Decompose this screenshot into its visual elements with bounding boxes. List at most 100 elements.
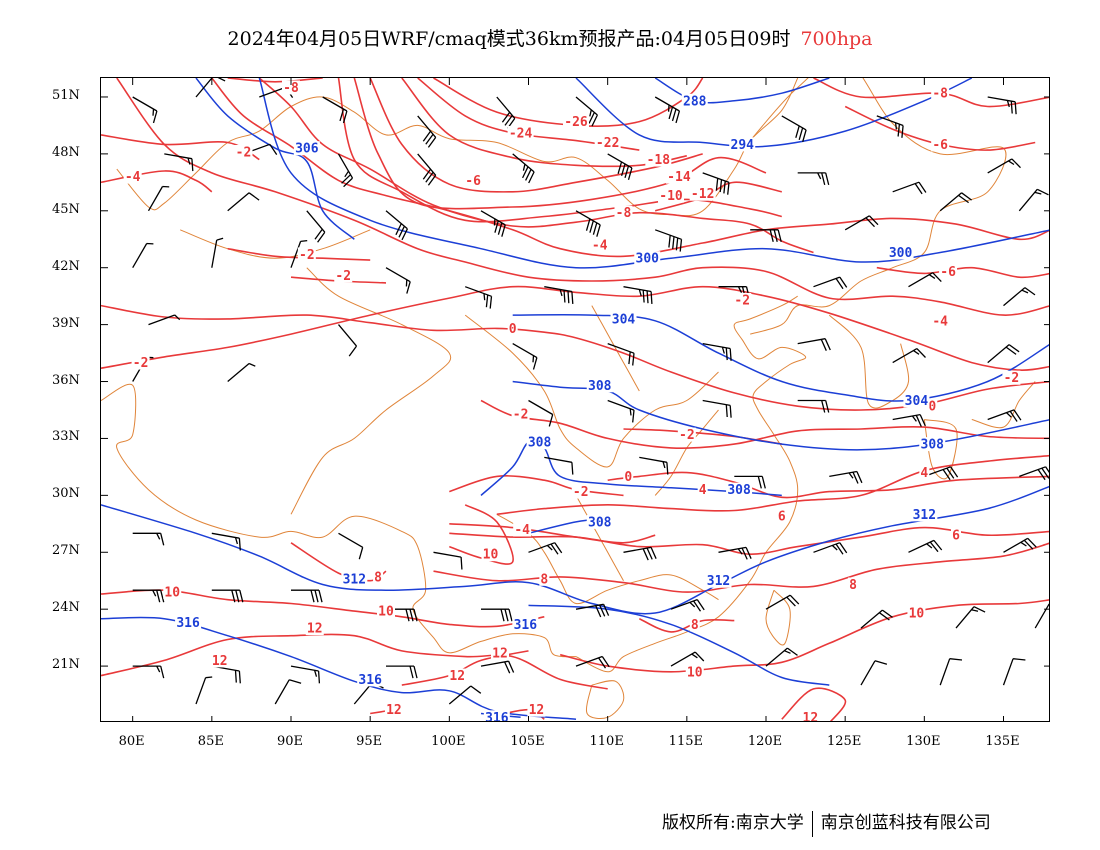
border-line [749, 78, 1007, 335]
temperature-contour [258, 78, 814, 254]
wind-barb [1002, 658, 1026, 686]
height-contour [528, 604, 830, 686]
wind-barb [211, 237, 224, 268]
wind-barb [575, 655, 610, 669]
contour-label-bg [305, 621, 324, 636]
contour-label: -4 [514, 523, 530, 538]
contour-label: 12 [212, 654, 228, 669]
contour-label-bg [571, 484, 590, 499]
contour-label: 10 [687, 665, 703, 680]
contour-label-bg [594, 135, 621, 150]
contour-label-bg [911, 507, 938, 522]
wind-barb [623, 286, 653, 304]
contour-label-bg [293, 141, 320, 156]
contour-label-bg [377, 604, 395, 619]
contour-label-bg [658, 188, 684, 203]
wind-barb [702, 172, 730, 195]
contour-label: 10 [483, 548, 499, 563]
wind-barb [290, 665, 321, 684]
contour-label-bg [512, 617, 539, 632]
wind-barb [987, 409, 1022, 422]
contour-label: -4 [125, 170, 141, 185]
wind-barb [195, 78, 226, 98]
border-line [585, 680, 625, 719]
latitude-label: 24N [52, 600, 80, 616]
wind-barb [480, 660, 515, 674]
contour-label-bg [689, 617, 700, 632]
border-line [575, 495, 624, 581]
contour-label-bg [903, 393, 930, 408]
contour-label: -2 [679, 428, 695, 443]
contour-label-bg [282, 80, 300, 95]
contour-label: 4 [920, 466, 928, 481]
wind-barb [797, 172, 830, 186]
height-contour [480, 440, 782, 497]
contour-label-bg [665, 169, 692, 184]
wind-barb [544, 456, 574, 475]
temperature-contour [227, 78, 323, 83]
contour-label: 12 [492, 646, 508, 661]
contour-label-bg [373, 569, 384, 584]
contour-label-bg [927, 399, 938, 414]
contour-label-bg [210, 653, 229, 668]
wind-barb [702, 342, 732, 361]
contour-label: -24 [509, 127, 533, 142]
contour-label: -12 [691, 187, 714, 202]
height-contour [575, 78, 973, 148]
contour-label: 8 [540, 572, 548, 587]
wind-barb [750, 229, 782, 242]
temperature-contour [654, 181, 782, 212]
wind-barb [481, 608, 513, 622]
contour-label-bg [623, 469, 634, 484]
contour-label-bg [919, 465, 930, 480]
temperature-contour [290, 542, 387, 582]
contour-label-bg [610, 311, 637, 326]
longitude-label: 95E [356, 734, 383, 749]
temperature-contour [401, 78, 687, 168]
longitude-label: 80E [118, 734, 145, 749]
contour-label-bg [334, 268, 353, 283]
map-canvas: -8 -8-6-26-24-22-18-14-12-10-8-6-6-4-4-4-… [101, 78, 1049, 722]
temperature-contour [638, 617, 735, 633]
latitude-label: 39N [52, 315, 80, 331]
chart-title: 2024年04月05日WRF/cmaq模式36km预报产品:04月05日09时 7… [0, 24, 1100, 51]
wind-barb [386, 665, 418, 679]
wind-barb [148, 314, 181, 326]
wind-barb [1003, 537, 1037, 553]
longitude-label: 120E [747, 734, 783, 749]
wind-barb [607, 342, 635, 366]
temperature-contour [496, 454, 1049, 516]
temperature-contour [353, 78, 767, 210]
wind-barb [892, 181, 927, 195]
contour-label: -4 [592, 238, 608, 253]
contour-label: 312 [707, 574, 730, 589]
contour-label: -2 [299, 248, 315, 263]
contour-label: -6 [940, 265, 956, 280]
wind-barb [512, 343, 538, 370]
border-line [464, 314, 719, 468]
contour-label-bg [511, 406, 530, 421]
contour-label: 308 [727, 483, 751, 498]
contour-label: 12 [803, 711, 819, 722]
contour-label-bg [563, 114, 589, 129]
wind-barb [544, 286, 574, 304]
latitude-label: 42N [52, 258, 80, 274]
contour-label: 0 [509, 322, 517, 337]
wind-barb [939, 192, 972, 212]
contour-label-bg [848, 577, 859, 592]
title-main: 2024年04月05日WRF/cmaq模式36km预报产品:04月05日09时 [227, 28, 791, 50]
wind-barb [227, 362, 256, 382]
wind-barb [654, 229, 683, 252]
latitude-label: 33N [52, 429, 80, 445]
contour-label: -2 [734, 293, 750, 308]
wind-barb [496, 96, 516, 129]
wind-barb [195, 676, 213, 705]
contour-label-bg [507, 126, 534, 141]
wind-barb [702, 399, 732, 418]
temperature-contour [101, 589, 545, 628]
contour-label-bg [939, 264, 958, 279]
wind-barb [639, 456, 669, 475]
contour-label: -2 [573, 485, 589, 500]
longitude-label: 125E [827, 734, 862, 749]
temperature-contour [337, 78, 782, 223]
